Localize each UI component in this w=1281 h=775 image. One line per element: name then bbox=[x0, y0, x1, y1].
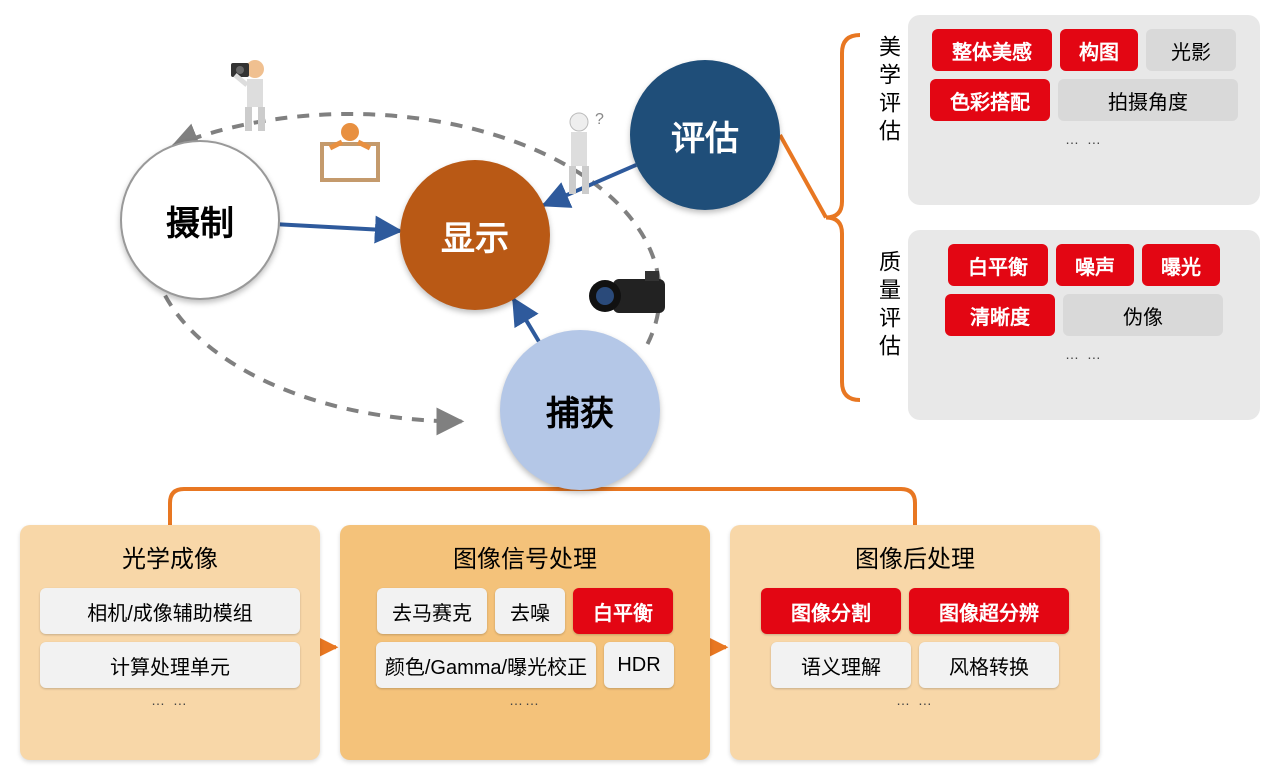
ellipsis: …… bbox=[350, 692, 700, 708]
pipeline-box-2: 图像后处理图像分割图像超分辨语义理解风格转换 … … bbox=[730, 525, 1100, 760]
panel-aesthetic: 整体美感构图光影色彩搭配拍摄角度 … … bbox=[908, 15, 1260, 205]
tag-去马赛克: 去马赛克 bbox=[377, 588, 487, 634]
tag-图像超分辨: 图像超分辨 bbox=[909, 588, 1069, 634]
tag-曝光: 曝光 bbox=[1142, 244, 1220, 286]
ellipsis: … … bbox=[30, 692, 310, 708]
node-label: 捕获 bbox=[546, 386, 614, 435]
tag-噪声: 噪声 bbox=[1056, 244, 1134, 286]
svg-text:?: ? bbox=[595, 111, 604, 128]
camera-icon bbox=[585, 265, 675, 330]
tag-光影: 光影 bbox=[1146, 29, 1236, 71]
pipeline-title: 图像后处理 bbox=[740, 539, 1090, 574]
ellipsis: … … bbox=[918, 346, 1250, 362]
vlabel-aesthetic: 美学评估 bbox=[872, 35, 904, 147]
node-label: 评估 bbox=[671, 111, 739, 160]
tag-拍摄角度: 拍摄角度 bbox=[1058, 79, 1238, 121]
pipeline-box-0: 光学成像相机/成像辅助模组计算处理单元 … … bbox=[20, 525, 320, 760]
ellipsis: … … bbox=[918, 131, 1250, 147]
tag-去噪: 去噪 bbox=[495, 588, 565, 634]
tag-颜色/Gamma/曝光校正: 颜色/Gamma/曝光校正 bbox=[376, 642, 596, 688]
photographer-icon bbox=[225, 55, 285, 140]
pipeline-title: 图像信号处理 bbox=[350, 539, 700, 574]
vlabel-quality: 质量评估 bbox=[872, 250, 904, 362]
pipeline-box-1: 图像信号处理去马赛克去噪白平衡颜色/Gamma/曝光校正HDR …… bbox=[340, 525, 710, 760]
tag-计算处理单元: 计算处理单元 bbox=[40, 642, 300, 688]
tag-伪像: 伪像 bbox=[1063, 294, 1223, 336]
tag-风格转换: 风格转换 bbox=[919, 642, 1059, 688]
tag-整体美感: 整体美感 bbox=[932, 29, 1052, 71]
tag-相机/成像辅助模组: 相机/成像辅助模组 bbox=[40, 588, 300, 634]
tag-色彩搭配: 色彩搭配 bbox=[930, 79, 1050, 121]
node-shoot: 摄制 bbox=[120, 140, 280, 300]
tag-白平衡: 白平衡 bbox=[573, 588, 673, 634]
presenter-icon bbox=[310, 120, 390, 205]
thinker-icon: ? bbox=[555, 110, 610, 205]
node-label: 显示 bbox=[441, 211, 509, 260]
node-eval: 评估 bbox=[630, 60, 780, 210]
node-label: 摄制 bbox=[166, 196, 234, 245]
tag-图像分割: 图像分割 bbox=[761, 588, 901, 634]
node-capture: 捕获 bbox=[500, 330, 660, 490]
ellipsis: … … bbox=[740, 692, 1090, 708]
tag-构图: 构图 bbox=[1060, 29, 1138, 71]
node-display: 显示 bbox=[400, 160, 550, 310]
panel-quality: 白平衡噪声曝光清晰度伪像 … … bbox=[908, 230, 1260, 420]
tag-HDR: HDR bbox=[604, 642, 674, 688]
tag-白平衡: 白平衡 bbox=[948, 244, 1048, 286]
pipeline-title: 光学成像 bbox=[30, 539, 310, 574]
tag-语义理解: 语义理解 bbox=[771, 642, 911, 688]
tag-清晰度: 清晰度 bbox=[945, 294, 1055, 336]
